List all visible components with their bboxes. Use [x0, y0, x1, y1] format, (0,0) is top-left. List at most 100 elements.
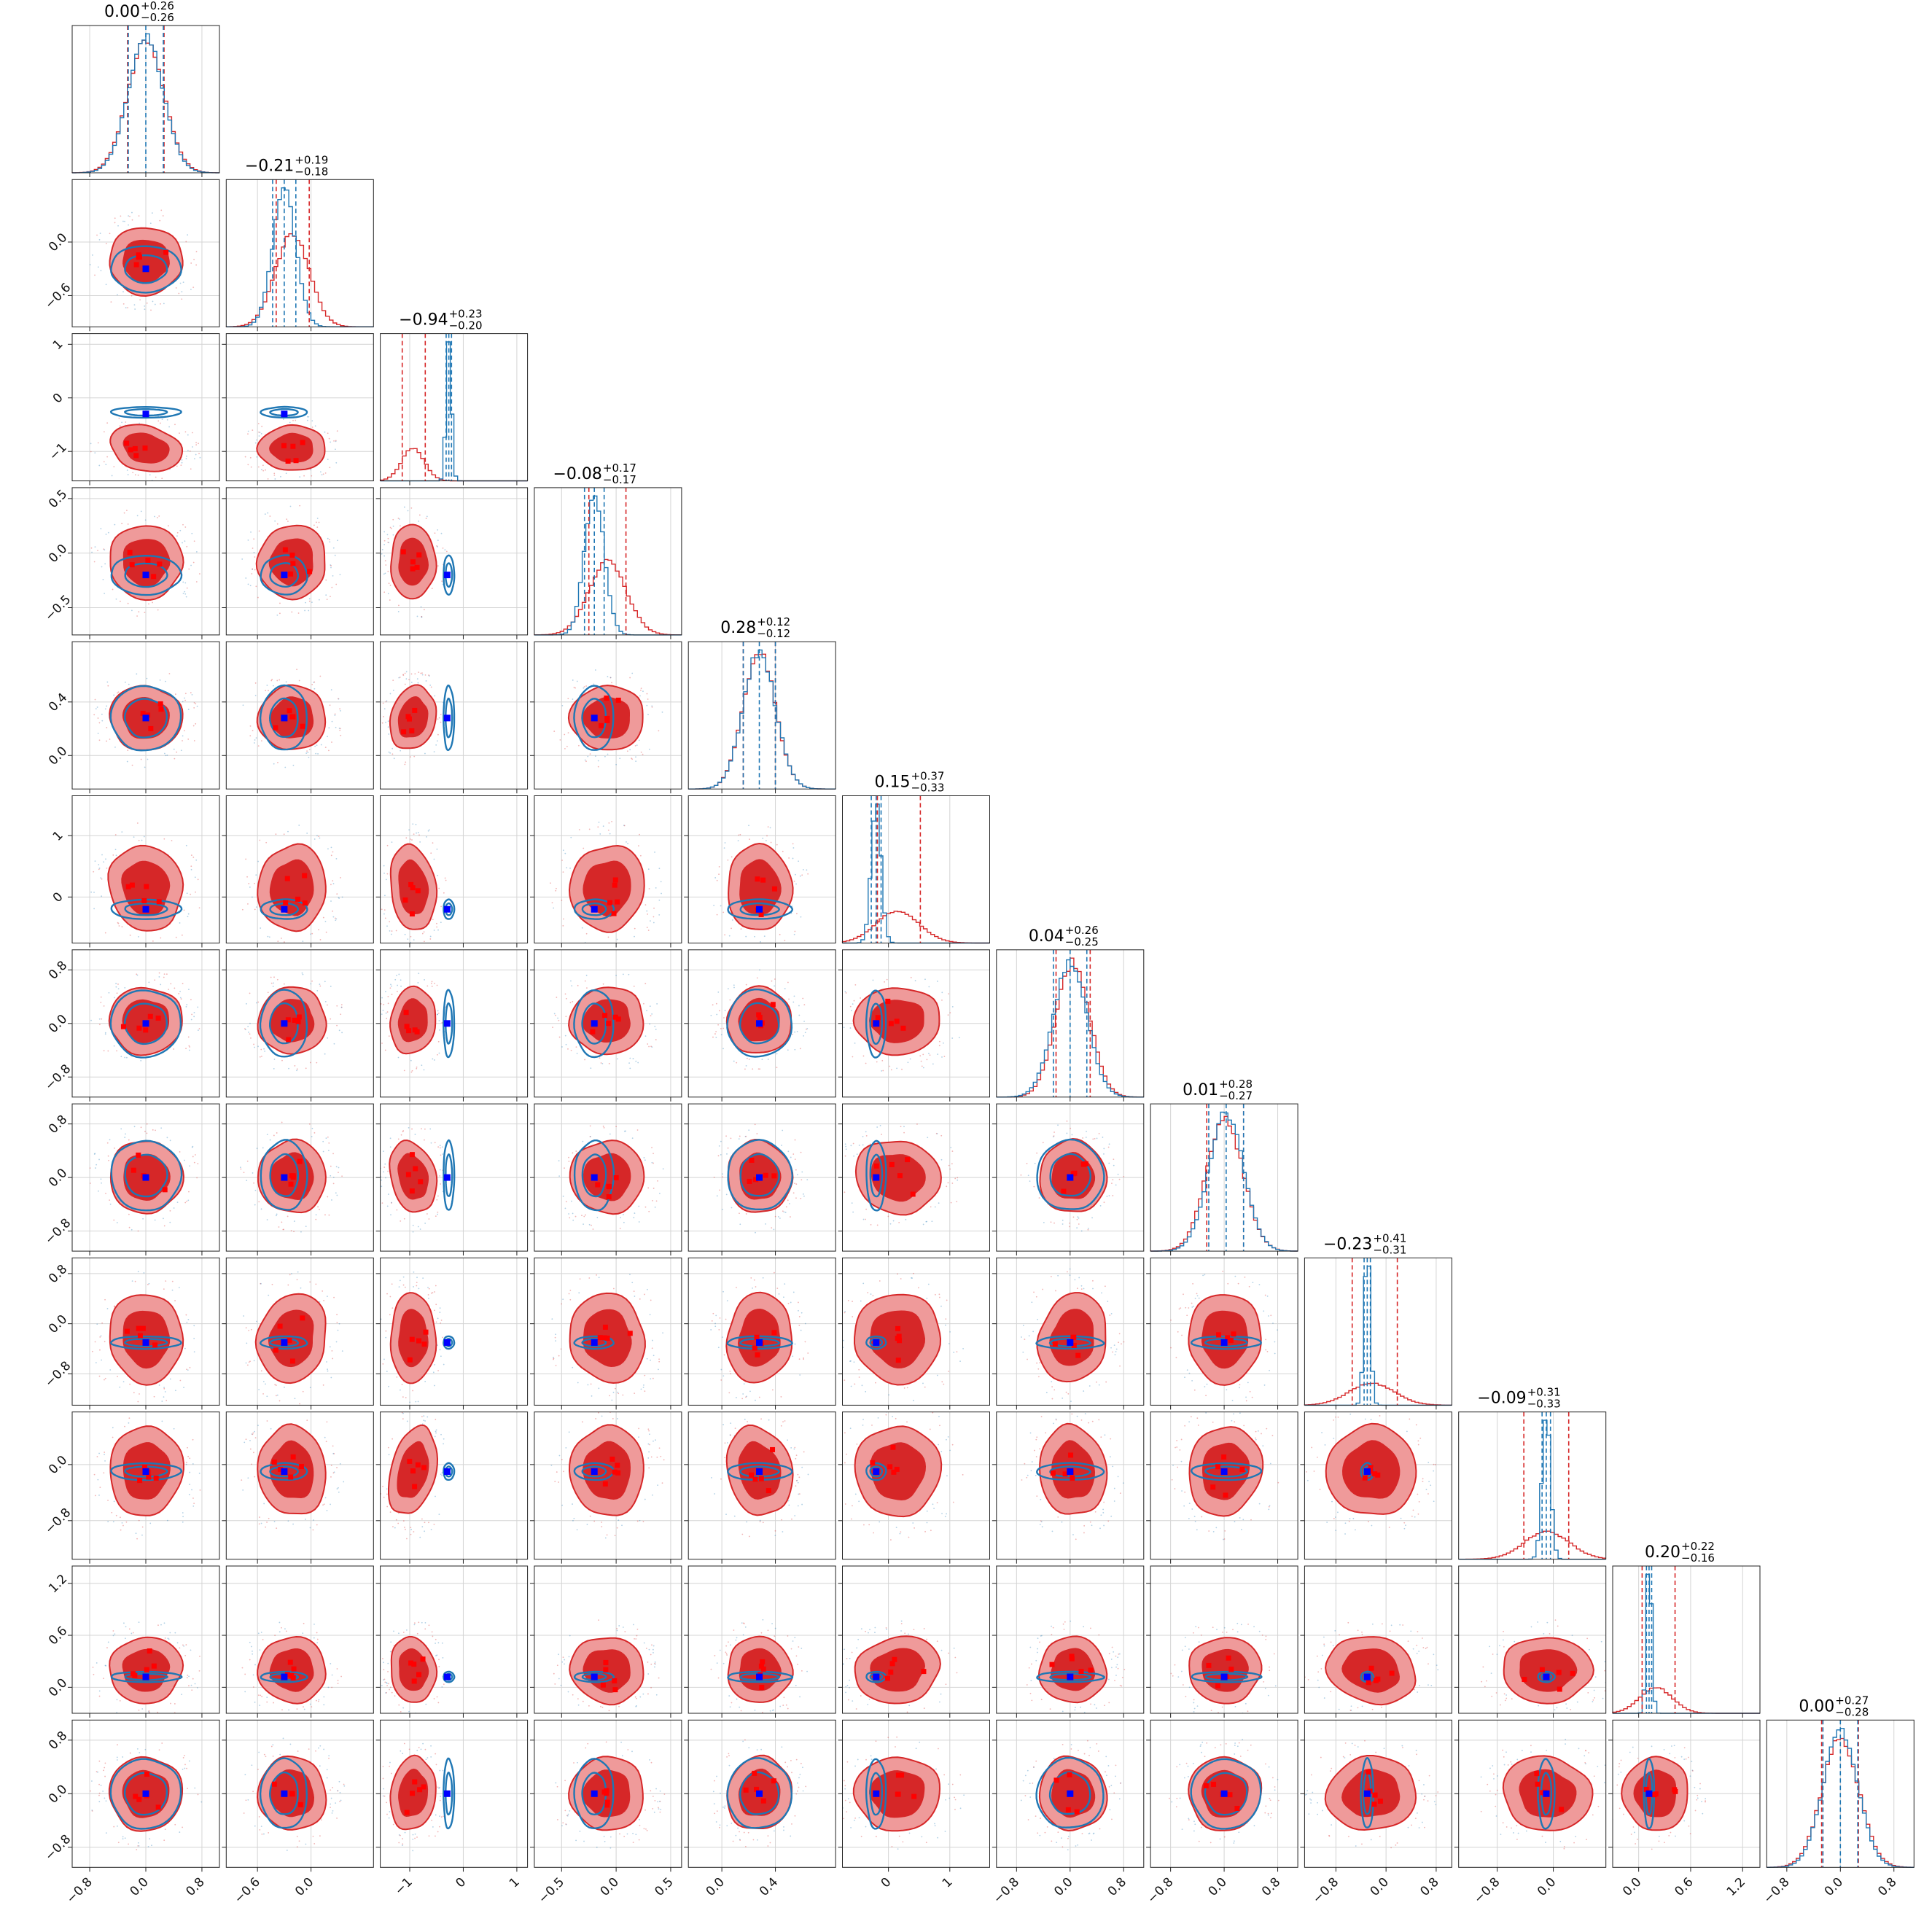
scatter-point	[408, 1127, 410, 1129]
sample-marker	[754, 1334, 760, 1340]
contour-b-outer	[110, 1140, 183, 1212]
scatter-point	[926, 1220, 928, 1223]
scatter-point	[621, 1524, 623, 1527]
scatter-point	[133, 304, 136, 306]
scatter-point	[166, 1137, 168, 1139]
scatter-point	[385, 879, 387, 881]
scatter-point	[1350, 1705, 1352, 1707]
scatter-point	[1119, 1684, 1121, 1686]
scatter-point	[609, 677, 612, 679]
scatter-point	[865, 1062, 867, 1064]
scatter-point	[405, 837, 408, 839]
sample-marker	[411, 1678, 417, 1684]
scatter-point	[631, 672, 634, 674]
scatter-point	[193, 1503, 195, 1505]
y-tick-label: 0.0	[46, 1166, 70, 1190]
scatter-point	[790, 1216, 791, 1218]
scatter-point	[249, 1033, 251, 1035]
panel-frame	[71, 1719, 220, 1868]
scatter-point	[244, 1029, 246, 1031]
truth-marker	[756, 905, 763, 913]
scatter-point	[330, 441, 332, 443]
scatter-point	[311, 426, 313, 428]
panel-frame	[225, 1103, 374, 1252]
panel-frame	[1458, 1411, 1607, 1560]
scatter-point	[311, 420, 313, 422]
sample-marker	[891, 1469, 897, 1475]
scatter-point	[151, 212, 153, 214]
scatter-point	[438, 1514, 440, 1516]
scatter-point	[435, 744, 437, 746]
scatter-point	[940, 1649, 943, 1651]
scatter-point	[1241, 1529, 1242, 1530]
scatter-point	[335, 919, 337, 922]
sample-marker	[129, 882, 135, 888]
scatter-point	[318, 521, 320, 523]
scatter-point	[951, 1150, 954, 1152]
scatter-point	[332, 1472, 335, 1474]
scatter-point	[260, 1048, 262, 1051]
scatter-point	[726, 1153, 728, 1155]
scatter-point	[710, 1014, 712, 1016]
scatter-point	[801, 1466, 803, 1468]
scatter-point	[635, 1638, 637, 1640]
scatter-point	[1179, 1449, 1181, 1451]
truth-marker	[281, 572, 288, 579]
scatter-point	[416, 1282, 418, 1283]
scatter-point	[1067, 1715, 1068, 1717]
scatter-point	[295, 419, 297, 421]
scatter-point	[255, 906, 257, 908]
scatter-point	[653, 1645, 655, 1647]
scatter-point	[276, 1215, 277, 1217]
scatter-point	[731, 927, 732, 930]
scatter-point	[407, 938, 409, 940]
scatter-point	[411, 839, 413, 841]
scatter-point	[943, 1042, 944, 1044]
scatter-point	[324, 472, 327, 474]
scatter-point	[787, 1439, 789, 1441]
scatter-point	[908, 1705, 911, 1707]
scatter-point	[192, 287, 195, 289]
scatter-point	[929, 1428, 931, 1430]
scatter-point	[259, 1649, 261, 1651]
truth-marker	[591, 714, 598, 722]
contour-a-inner	[583, 1153, 631, 1201]
scatter-point	[569, 1217, 571, 1219]
scatter-point	[333, 1471, 335, 1473]
scatter-point	[430, 982, 432, 984]
scatter-point	[386, 1506, 389, 1508]
scatter-point	[938, 1444, 939, 1446]
scatter-point	[949, 1168, 951, 1170]
scatter-point	[335, 857, 338, 860]
scatter-point	[195, 703, 197, 705]
scatter-point	[426, 1757, 429, 1758]
panel-frame	[380, 487, 529, 636]
scatter-point	[739, 1223, 741, 1226]
scatter-point	[1036, 1495, 1038, 1497]
scatter-point	[389, 1146, 392, 1148]
scatter-point	[1306, 1479, 1309, 1481]
scatter-point	[123, 1622, 125, 1624]
scatter-point	[1119, 1492, 1121, 1495]
scatter-point	[388, 583, 390, 585]
scatter-point	[1181, 1334, 1183, 1336]
scatter-point	[257, 423, 260, 424]
scatter-point	[268, 1832, 270, 1834]
scatter-point	[161, 1401, 163, 1402]
scatter-point	[147, 1845, 149, 1847]
scatter-point	[1103, 1153, 1105, 1155]
scatter-point	[169, 1632, 171, 1634]
scatter-point	[432, 1826, 434, 1828]
scatter-point	[632, 1058, 634, 1059]
scatter-point	[253, 1043, 254, 1045]
scatter-point	[117, 692, 118, 694]
panel-frame	[842, 1257, 990, 1406]
scatter-point	[190, 854, 192, 856]
scatter-point	[729, 1434, 731, 1436]
contour-b-inner	[869, 1153, 884, 1198]
sample-marker	[905, 1157, 911, 1163]
scatter-point	[639, 1298, 641, 1300]
scatter-point	[661, 1482, 663, 1484]
scatter-point	[176, 465, 178, 467]
x-tick-label: −0.6	[232, 1875, 263, 1906]
